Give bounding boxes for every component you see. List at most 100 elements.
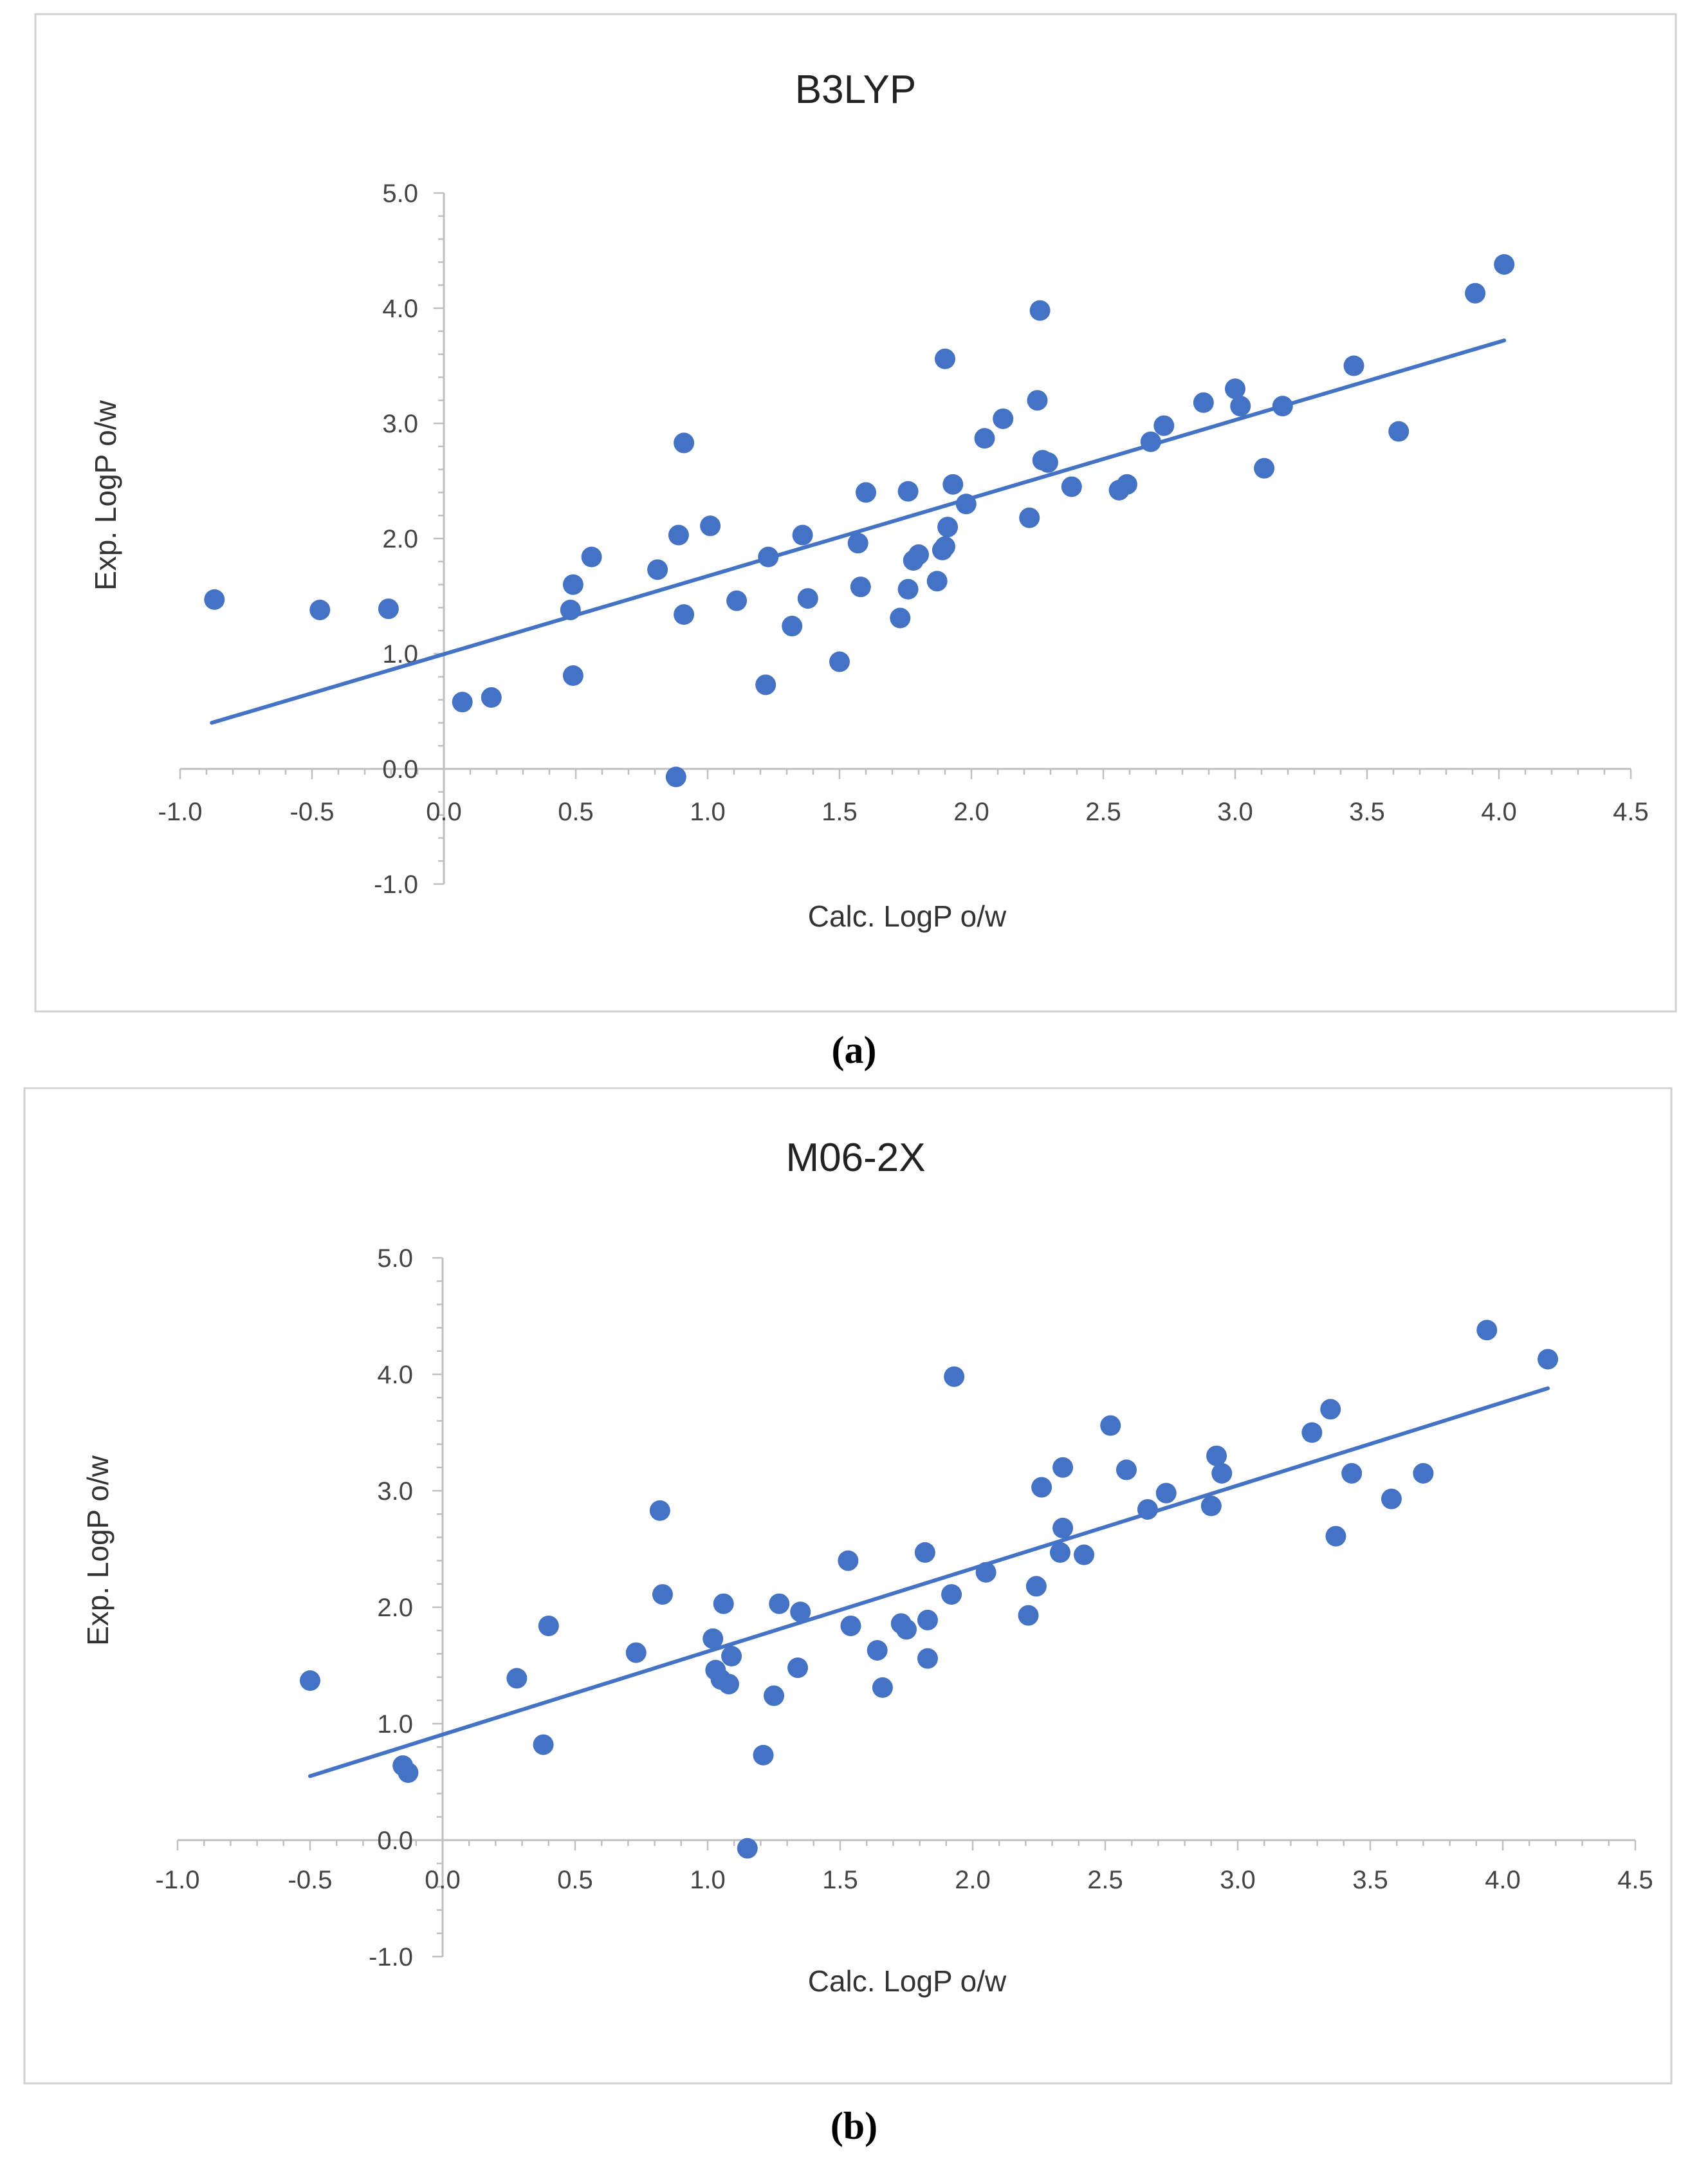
data-point	[702, 1628, 724, 1649]
data-point	[452, 692, 473, 713]
data-point	[1254, 457, 1275, 479]
data-point	[896, 1619, 917, 1640]
data-point	[1049, 1542, 1070, 1563]
y-tick-label: 3.0	[382, 410, 418, 438]
data-point	[506, 1668, 528, 1689]
chart-title: B3LYP	[795, 68, 916, 112]
data-point	[1100, 1415, 1121, 1436]
data-point	[937, 517, 959, 538]
data-point	[1027, 390, 1048, 411]
x-axis-label: Calc. LogP o/w	[808, 899, 1007, 933]
x-tick-label: 4.5	[1617, 1866, 1653, 1894]
caption-a-label: (a)	[831, 1029, 877, 1071]
data-point	[797, 588, 818, 609]
chart-title: M06-2X	[785, 1136, 925, 1180]
chart-panel-b: M06-2X -1.0 -0.5 0.0 0.5 1.0 1.5 2.0 2.5 3.0 3.5 4.…	[0, 1087, 1708, 2091]
data-point	[890, 607, 911, 629]
data-point	[838, 1550, 859, 1571]
data-point	[378, 598, 399, 620]
data-point	[974, 428, 995, 449]
data-point	[935, 536, 955, 557]
data-point	[562, 574, 583, 595]
plot-area: M06-2X -1.0 -0.5 0.0 0.5 1.0 1.5 2.0 2.5 3.0 3.5 4.…	[23, 1087, 1673, 2085]
data-point	[942, 474, 964, 495]
data-point	[726, 590, 748, 611]
data-point	[1018, 1605, 1039, 1626]
x-tick-label: 3.0	[1217, 798, 1253, 826]
data-point	[1341, 1462, 1363, 1484]
caption-b-label: (b)	[830, 2105, 878, 2147]
data-point	[829, 651, 850, 672]
data-point	[309, 599, 331, 620]
data-point	[1206, 1445, 1227, 1466]
trendline	[210, 338, 1507, 725]
data-point	[944, 1366, 965, 1387]
data-point	[1465, 282, 1486, 304]
data-point	[1388, 421, 1410, 442]
y-tick-label: -1.0	[374, 871, 418, 899]
data-point	[897, 578, 919, 600]
y-tick-label: 4.0	[382, 295, 418, 323]
data-point	[753, 1744, 774, 1766]
data-point	[850, 576, 871, 598]
data-point	[581, 546, 602, 567]
data-point	[300, 1670, 320, 1692]
data-point	[908, 544, 929, 566]
x-tick-label: 0.5	[557, 1866, 593, 1894]
data-point	[674, 604, 695, 625]
data-point	[1116, 474, 1137, 495]
data-point	[1029, 300, 1051, 321]
chart-panel-a: B3LYP -1.0 -0.5 0.0 0.5 1.0 1.5 2.0 2.5 3.0 3.5 4.0…	[0, 0, 1708, 1029]
data-point	[782, 616, 803, 637]
data-point	[721, 1646, 742, 1667]
data-point	[1193, 392, 1214, 413]
x-tick-label: 1.0	[690, 1866, 726, 1894]
x-tick-label: -1.0	[158, 798, 203, 826]
y-tick-label: 3.0	[377, 1477, 413, 1506]
data-point	[792, 524, 813, 546]
data-point	[764, 1685, 784, 1706]
chart-frame	[34, 13, 1677, 1013]
caption-b: (b)	[0, 2104, 1708, 2148]
data-point	[1031, 1477, 1052, 1498]
data-point	[481, 687, 502, 708]
data-point	[1019, 507, 1040, 528]
data-point	[1025, 1576, 1047, 1597]
data-point	[1230, 396, 1251, 417]
data-point	[840, 1615, 861, 1636]
x-tick-label: 2.0	[953, 798, 989, 826]
data-point	[856, 482, 876, 503]
data-point	[713, 1593, 734, 1614]
data-point	[1037, 452, 1058, 473]
data-point	[398, 1762, 419, 1784]
data-point	[1153, 415, 1175, 436]
data-point	[1301, 1422, 1323, 1443]
data-point	[1116, 1459, 1137, 1480]
y-axis-label: Exp. LogP o/w	[81, 1455, 115, 1646]
data-point	[1538, 1349, 1559, 1370]
data-point	[926, 571, 948, 592]
data-point	[847, 533, 868, 554]
y-tick-label: -1.0	[369, 1943, 413, 1971]
data-point	[1074, 1544, 1095, 1565]
data-point	[674, 432, 695, 454]
x-tick-label: 4.5	[1613, 798, 1649, 826]
data-point	[1052, 1457, 1074, 1478]
data-point	[1200, 1495, 1222, 1517]
y-tick-label: 1.0	[377, 1710, 413, 1738]
data-point	[769, 1593, 790, 1614]
data-point	[649, 1500, 670, 1521]
data-point	[1325, 1526, 1346, 1547]
trendline	[308, 1386, 1550, 1778]
data-point	[1225, 378, 1245, 400]
x-tick-label: 4.0	[1485, 1866, 1521, 1894]
data-point	[941, 1584, 962, 1605]
data-point	[1413, 1462, 1434, 1484]
data-point	[872, 1677, 893, 1698]
x-tick-label: -0.5	[290, 798, 335, 826]
data-point	[700, 515, 721, 537]
x-axis-label: Calc. LogP o/w	[808, 1964, 1007, 1998]
data-point	[1381, 1488, 1402, 1509]
data-point	[204, 589, 225, 610]
plot-area: B3LYP -1.0 -0.5 0.0 0.5 1.0 1.5 2.0 2.5 3.0 3.5 4.0…	[34, 13, 1677, 1013]
